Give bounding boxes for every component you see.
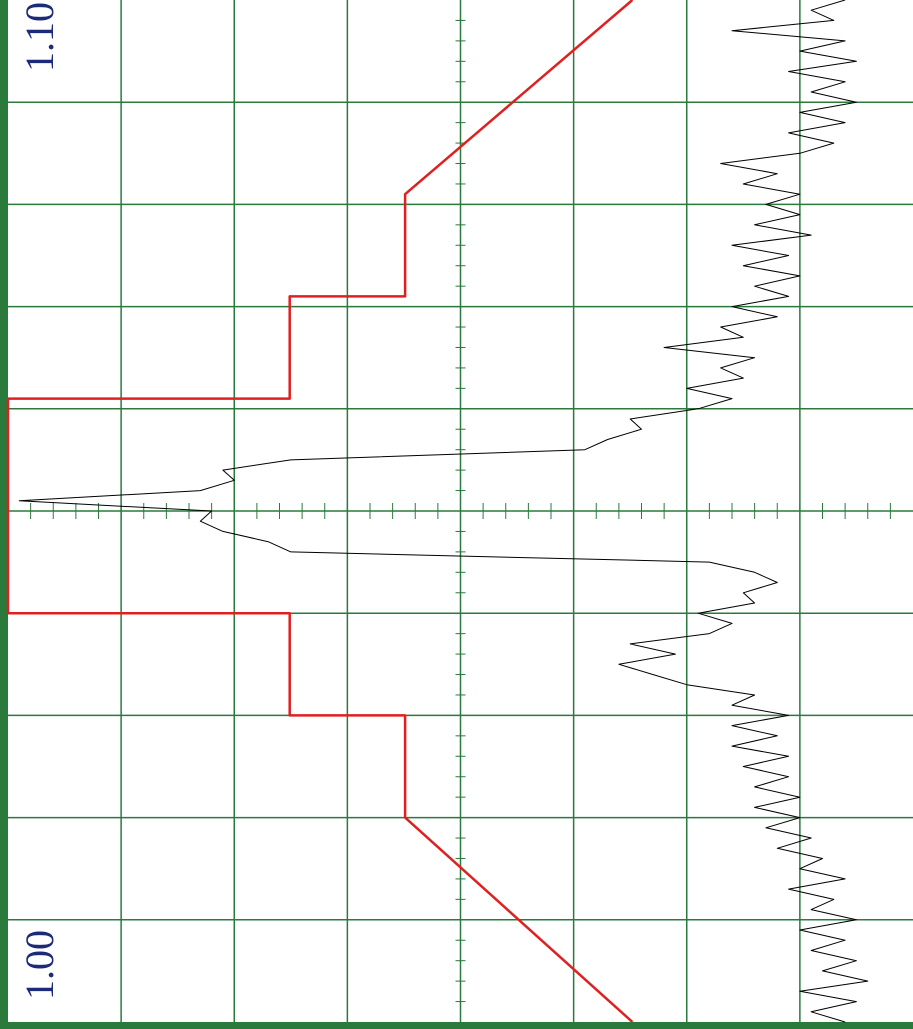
series-line [18, 0, 869, 1023]
frame-bottom [0, 1022, 913, 1029]
series-line [6, 0, 634, 1023]
x-tick-label: 1.00 [17, 930, 62, 1000]
x-tick-label: 1.10 [17, 2, 62, 72]
frame-left [0, 0, 8, 1029]
